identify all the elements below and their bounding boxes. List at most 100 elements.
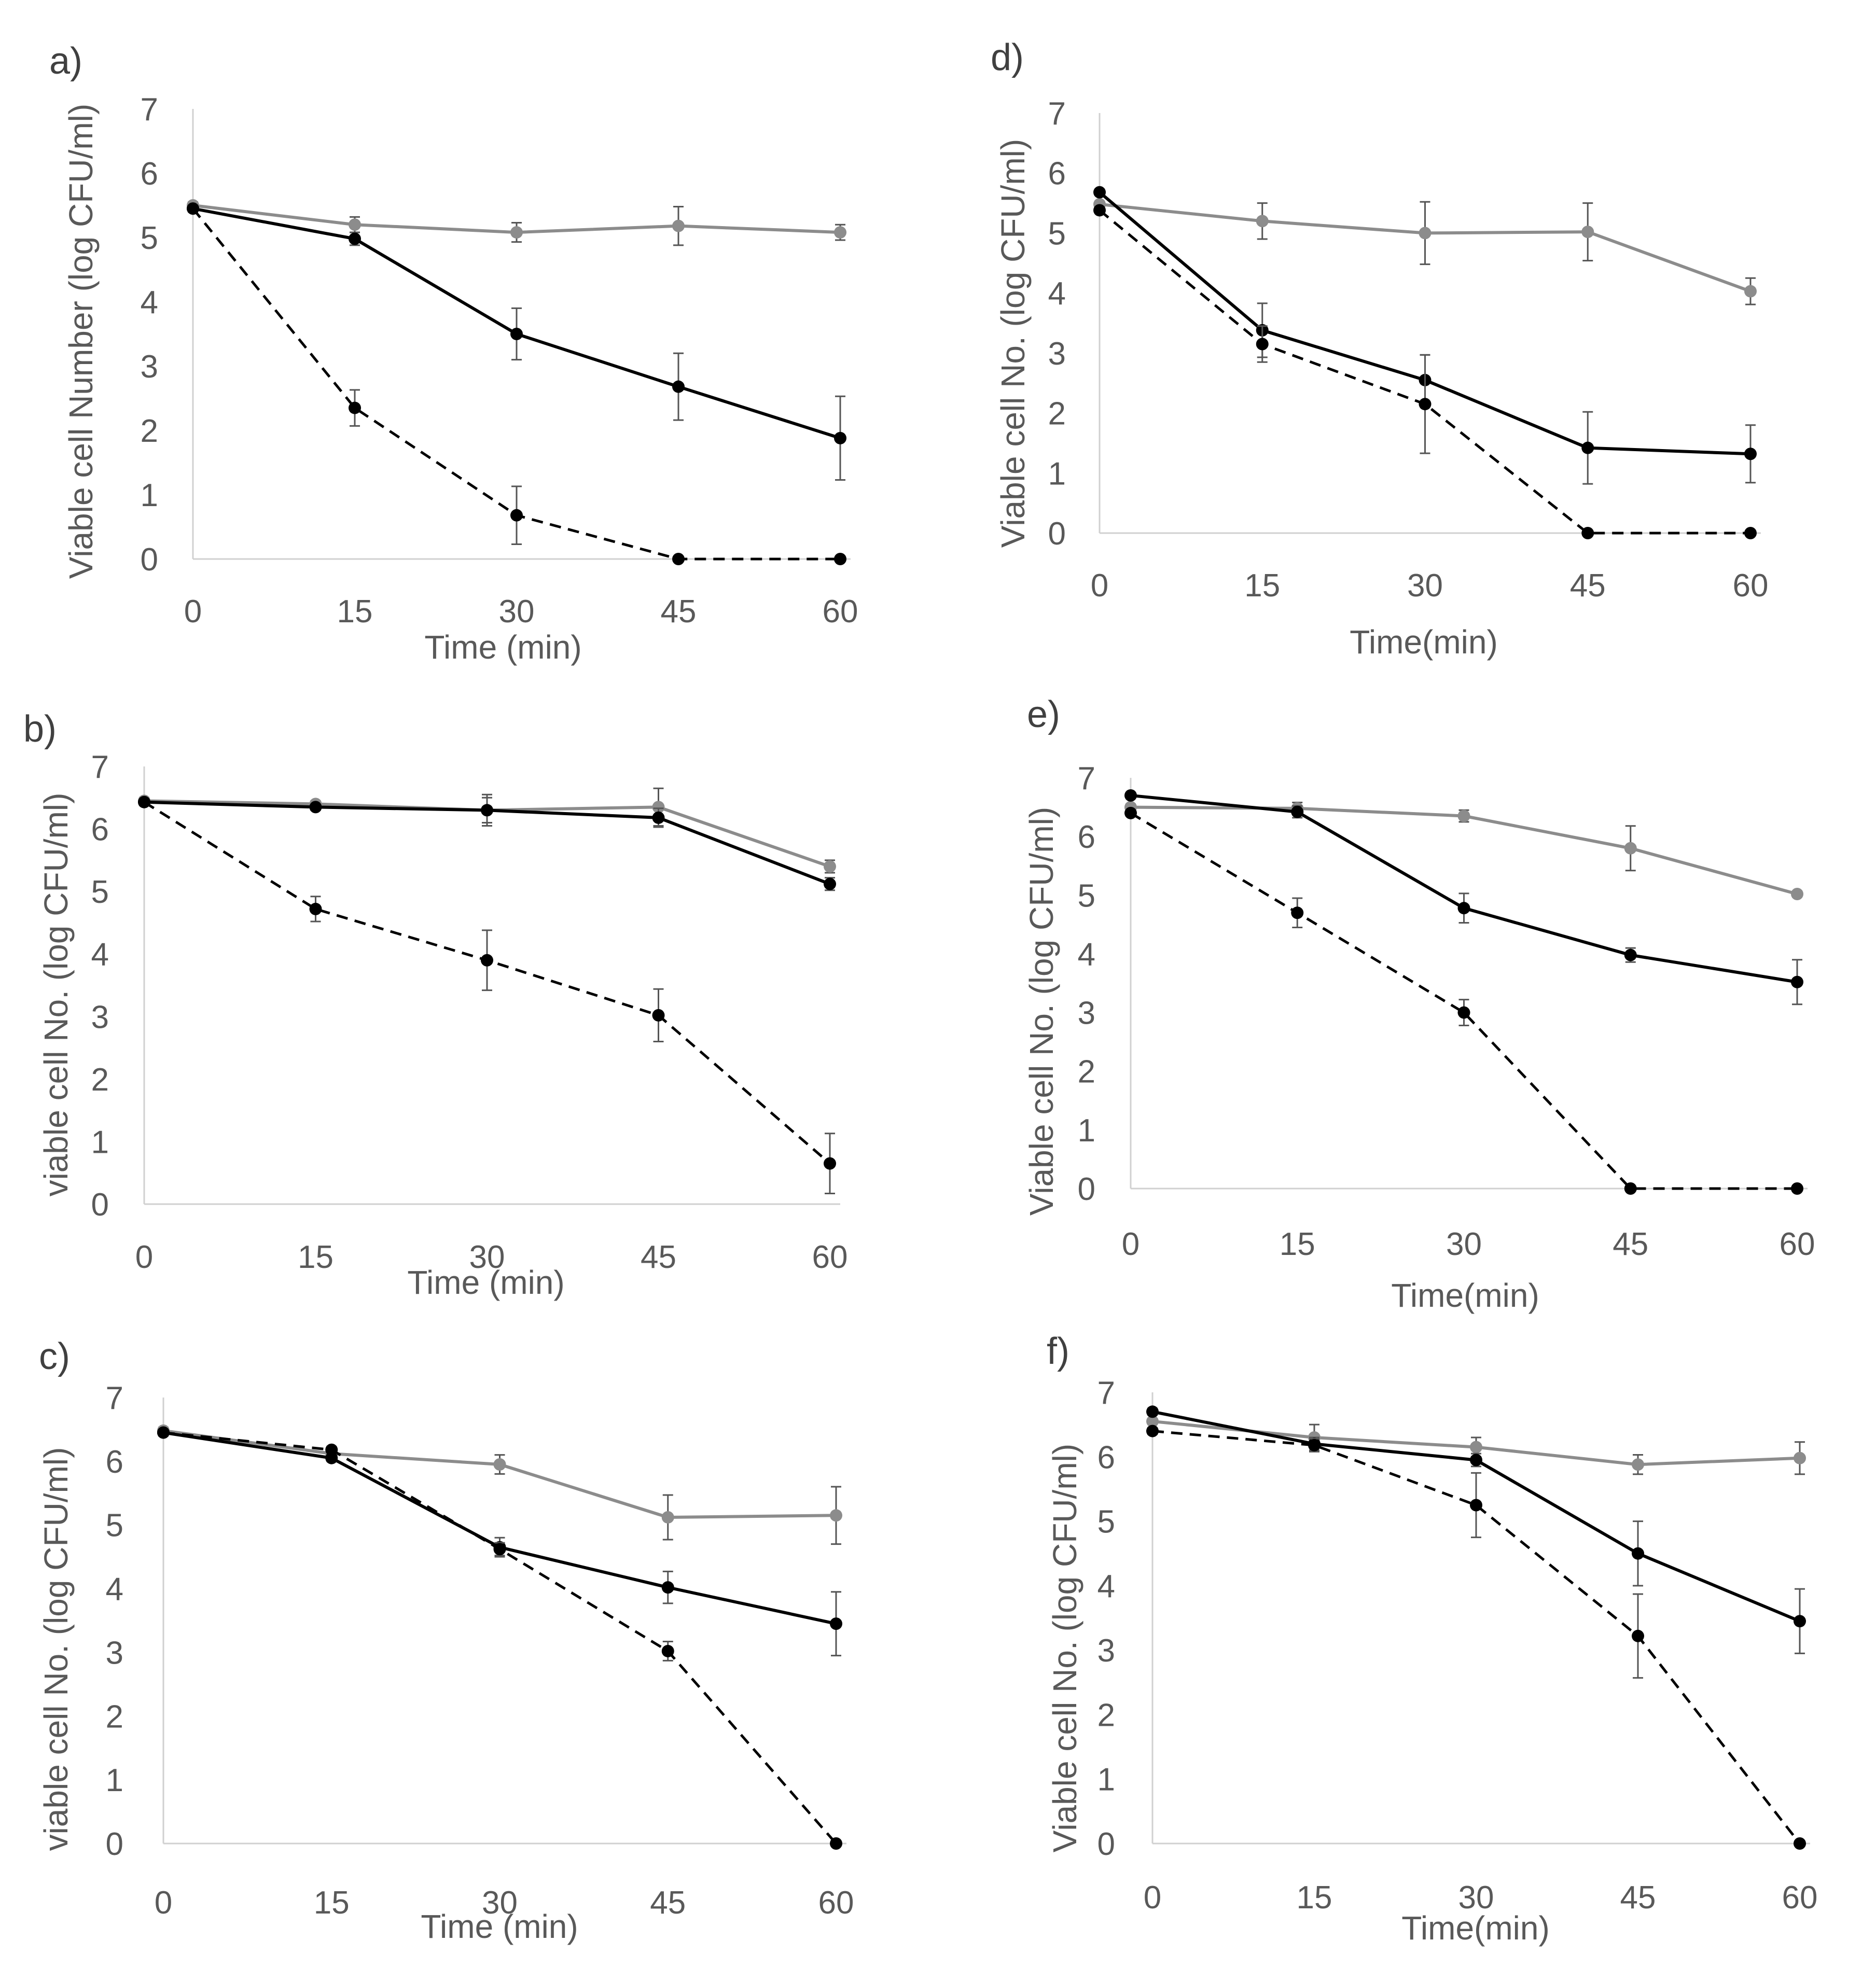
panel-e-x-tick-label: 60 [1780, 1226, 1815, 1262]
panel-d-x-tick-label: 60 [1733, 568, 1769, 604]
panel-e-data-point [1291, 906, 1304, 919]
panel-f-x-tick-label: 60 [1782, 1880, 1818, 1916]
panel-d-y-tick-label: 2 [1048, 396, 1066, 432]
panel-e-x-tick-label: 30 [1446, 1226, 1482, 1262]
panel-e-data-point [1457, 1006, 1470, 1019]
panel-a-x-tick-label: 60 [823, 594, 858, 630]
panel-d-data-point [1744, 448, 1757, 460]
panel-f-y-tick-label: 0 [1097, 1826, 1115, 1862]
panel-d-y-tick-label: 5 [1048, 216, 1066, 252]
panel-e-x-tick-label: 45 [1613, 1226, 1648, 1262]
panel-f-y-tick-label: 1 [1097, 1762, 1115, 1798]
panel-e-data-point [1457, 902, 1470, 915]
panel-b-data-point [652, 811, 665, 824]
panel-c-data-point [493, 1458, 506, 1471]
panel-c-x-tick-label: 45 [650, 1885, 686, 1921]
panel-e-x-tick-label: 15 [1280, 1226, 1315, 1262]
panel-a-data-point [510, 509, 523, 522]
panel-c-y-tick-label: 0 [106, 1826, 123, 1862]
panel-b-y-tick-label: 4 [91, 937, 109, 973]
panel-d-data-point [1744, 527, 1757, 539]
panel-a-y-tick-label: 5 [141, 220, 158, 256]
panel-a-series-black-dashed [187, 202, 846, 565]
panel-d-data-point [1256, 338, 1269, 351]
panel-e-y-tick-label: 3 [1078, 996, 1095, 1031]
panel-c-y-tick-label: 5 [106, 1508, 123, 1544]
panel-f-data-point [1470, 1499, 1482, 1512]
panel-f-data-point [1794, 1837, 1806, 1850]
panel-b-data-point [824, 860, 836, 873]
panel-b-y-tick-label: 6 [91, 812, 109, 848]
panel-a-series-black-solid [187, 202, 846, 481]
panel-b-y-axis-title: viable cell No. (log CFU/ml) [37, 793, 75, 1197]
panel-a-y-tick-label: 4 [141, 285, 158, 320]
panel-c-data-point [493, 1543, 506, 1556]
panel-f-data-point [1470, 1454, 1482, 1467]
panel-a-data-point [672, 380, 685, 393]
panel-b-data-point [481, 954, 493, 967]
panel-a-y-tick-label: 3 [141, 349, 158, 385]
panel-e: e) Viable cell No. (log CFU/ml) Time(min… [1023, 694, 1815, 1314]
panel-f-data-point [1146, 1405, 1159, 1418]
panel-d-x-tick-label: 15 [1244, 568, 1280, 604]
panel-d-y-tick-label: 3 [1048, 336, 1066, 372]
panel-f: f) Viable cell No. (log CFU/ml) Time(min… [1046, 1331, 1817, 1947]
panel-d-x-tick-label: 0 [1091, 568, 1108, 604]
panel-d-y-tick-label: 0 [1048, 516, 1066, 552]
panel-c-series-line [163, 1431, 837, 1845]
panel-d-y-tick-label: 1 [1048, 456, 1066, 492]
panel-a-data-point [349, 218, 361, 231]
panel-e-series-black-dashed [1124, 806, 1803, 1195]
panel-c-data-point [830, 1509, 842, 1522]
panel-b-y-tick-label: 5 [91, 874, 109, 910]
panel-e-data-point [1624, 842, 1637, 855]
panel-b-series-black-solid [138, 795, 836, 891]
panel-b-y-tick-label: 0 [91, 1187, 109, 1223]
panel-d-y-tick-label: 7 [1048, 96, 1066, 132]
panel-f-x-tick-label: 30 [1458, 1880, 1494, 1916]
panel-e-data-point [1124, 789, 1137, 802]
panel-e-data-point [1457, 809, 1470, 822]
panel-d-data-point [1419, 227, 1432, 240]
panel-c-y-tick-label: 1 [106, 1763, 123, 1798]
panel-e-x-tick-label: 0 [1122, 1226, 1140, 1262]
panel-c-y-tick-label: 4 [106, 1572, 123, 1608]
panel-f-data-point [1146, 1415, 1159, 1428]
panel-a-data-point [834, 226, 846, 239]
panel-a-data-point [349, 401, 361, 414]
panel-d-data-point [1419, 398, 1432, 411]
panel-b-x-tick-label: 15 [298, 1239, 333, 1275]
panel-f-y-axis-title: Viable cell No. (log CFU/ml) [1046, 1444, 1083, 1852]
panel-d-x-tick-label: 45 [1570, 568, 1606, 604]
panel-d-data-point [1581, 527, 1594, 539]
panel-b-y-tick-label: 7 [91, 749, 109, 785]
panel-a-data-point [672, 553, 685, 565]
panel-d-data-point [1744, 285, 1757, 298]
panel-c-x-tick-label: 60 [818, 1885, 854, 1921]
panel-c-x-axis-title: Time (min) [421, 1908, 578, 1945]
panel-f-x-tick-label: 45 [1620, 1880, 1656, 1916]
panel-d-y-tick-label: 4 [1048, 276, 1066, 312]
panel-e-label: e) [1027, 694, 1060, 735]
panel-a-y-tick-label: 7 [141, 92, 158, 128]
panel-f-y-tick-label: 6 [1097, 1440, 1115, 1475]
panel-c-data-point [830, 1837, 842, 1850]
panel-c-series-black-dashed [157, 1426, 842, 1850]
panel-f-data-point [1632, 1629, 1644, 1642]
panel-e-y-tick-label: 2 [1078, 1054, 1095, 1090]
panel-a-data-point [834, 553, 846, 565]
panel-f-label: f) [1047, 1331, 1069, 1372]
panel-c-label: c) [39, 1336, 70, 1377]
panel-c-y-tick-label: 6 [106, 1444, 123, 1480]
panel-e-data-point [1791, 1182, 1803, 1195]
panel-f-x-tick-label: 15 [1297, 1880, 1332, 1916]
panel-c-x-tick-label: 15 [314, 1885, 350, 1921]
panel-f-x-axis-title: Time(min) [1401, 1909, 1550, 1947]
panel-b-x-tick-label: 60 [812, 1239, 848, 1275]
panel-e-series-grey-solid [1124, 801, 1803, 901]
panel-d-label: d) [991, 37, 1024, 78]
